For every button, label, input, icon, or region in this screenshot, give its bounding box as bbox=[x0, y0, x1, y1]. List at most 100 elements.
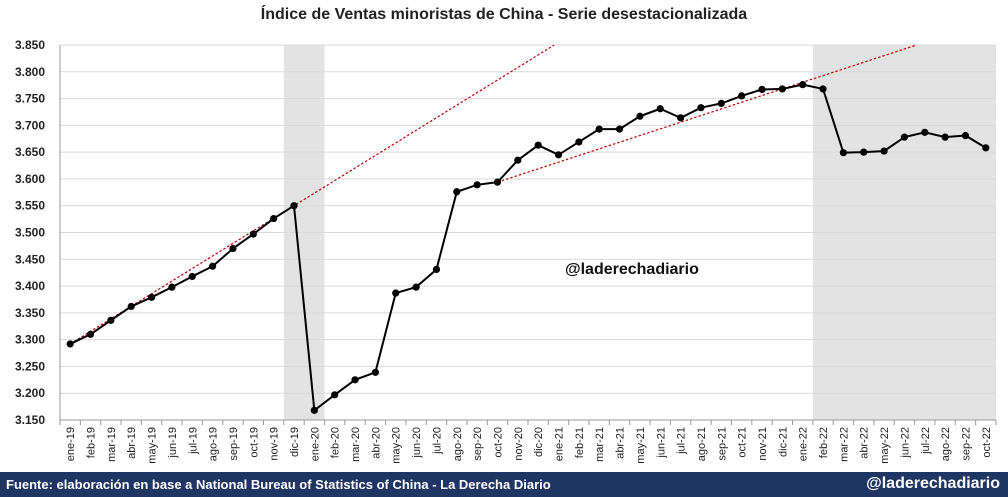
x-tick-label: oct-21 bbox=[737, 427, 749, 458]
x-tick-label: dic-19 bbox=[289, 427, 301, 457]
x-tick-label: dic-20 bbox=[533, 427, 545, 457]
x-tick-label: jun-19 bbox=[167, 427, 179, 459]
x-tick-label: mar-21 bbox=[594, 427, 606, 462]
x-tick-label: ene-22 bbox=[798, 427, 810, 461]
data-point bbox=[107, 316, 115, 324]
data-point bbox=[453, 188, 461, 196]
data-point bbox=[982, 144, 990, 152]
x-tick-label: jul-20 bbox=[431, 427, 443, 455]
x-tick-label: ago-21 bbox=[696, 427, 708, 461]
line-chart: 3.150 3.200 3.250 3.300 3.350 3.400 3.450 3.500… bbox=[15, 38, 997, 464]
y-tick-label: 3.600 bbox=[15, 172, 45, 186]
x-tick-label: ago-19 bbox=[208, 427, 220, 461]
y-tick-label: 3.250 bbox=[15, 359, 45, 373]
x-tick-label: may-19 bbox=[147, 427, 159, 464]
x-tick-label: jul-22 bbox=[920, 427, 932, 455]
data-point bbox=[921, 128, 929, 136]
y-tick-label: 3.800 bbox=[15, 65, 45, 79]
data-point bbox=[371, 368, 379, 376]
axes bbox=[59, 45, 997, 425]
y-tick-label: 3.850 bbox=[15, 38, 45, 52]
data-point bbox=[738, 92, 746, 100]
series-line bbox=[69, 83, 987, 412]
y-tick-label: 3.450 bbox=[15, 252, 45, 266]
data-point bbox=[717, 99, 725, 107]
x-tick-label: ene-21 bbox=[554, 427, 566, 461]
y-tick-label: 3.300 bbox=[15, 333, 45, 347]
data-point bbox=[677, 114, 685, 122]
x-tick-label: jul-19 bbox=[187, 427, 199, 455]
x-tick-label: feb-19 bbox=[86, 427, 98, 458]
data-point bbox=[554, 151, 563, 159]
y-tick-label: 3.550 bbox=[15, 199, 45, 213]
data-point bbox=[473, 181, 481, 189]
x-tick-label: feb-21 bbox=[574, 427, 586, 458]
x-tick-label: ene-20 bbox=[309, 427, 321, 461]
y-tick-label: 3.650 bbox=[15, 145, 45, 159]
data-point bbox=[127, 302, 135, 311]
data-point bbox=[656, 105, 664, 113]
data-point bbox=[900, 133, 909, 141]
x-tick-label: mar-20 bbox=[350, 427, 362, 462]
x-tick-label: may-22 bbox=[879, 427, 891, 464]
x-tick-label: feb-22 bbox=[818, 427, 830, 458]
series-line-0 bbox=[69, 83, 987, 412]
y-tick-label: 3.750 bbox=[15, 92, 45, 106]
x-tick-label: feb-20 bbox=[330, 427, 342, 458]
x-tick-label: nov-21 bbox=[757, 427, 769, 461]
x-tick-label: sep-20 bbox=[472, 427, 484, 461]
data-point bbox=[615, 125, 624, 133]
x-tick-label: abr-22 bbox=[859, 427, 871, 459]
data-point bbox=[249, 230, 257, 238]
data-point bbox=[860, 148, 868, 156]
data-point bbox=[270, 214, 278, 223]
x-tick-label: ago-22 bbox=[940, 427, 952, 461]
data-point bbox=[880, 147, 888, 155]
data-point bbox=[310, 406, 318, 414]
data-point bbox=[961, 131, 970, 140]
data-point bbox=[534, 141, 542, 149]
x-tick-label: jun-22 bbox=[899, 427, 911, 459]
x-tick-label: oct-22 bbox=[981, 427, 993, 458]
data-point bbox=[331, 391, 339, 399]
y-tick-label: 3.500 bbox=[15, 226, 45, 240]
data-point bbox=[147, 293, 156, 301]
data-point bbox=[412, 283, 420, 291]
x-tick-label: mar-22 bbox=[838, 427, 850, 462]
footer-handle: @laderechadiario bbox=[866, 475, 1000, 492]
data-point bbox=[493, 178, 502, 186]
data-point bbox=[819, 85, 827, 93]
trendline-1 bbox=[497, 44, 917, 183]
x-tick-labels: ene-19 feb-19 mar-19 abr-19 may-19 jun-19 jul-… bbox=[65, 427, 993, 464]
x-tick-label: jun-20 bbox=[411, 427, 423, 459]
data-point bbox=[168, 283, 176, 291]
data-point bbox=[392, 289, 400, 297]
x-tick-label: abr-20 bbox=[370, 427, 382, 459]
x-tick-label: nov-20 bbox=[513, 427, 525, 461]
data-point bbox=[839, 149, 847, 157]
x-tick-label: may-20 bbox=[391, 427, 403, 464]
trendlines bbox=[69, 44, 917, 345]
data-point bbox=[188, 272, 196, 281]
x-tick-label: jul-21 bbox=[676, 427, 688, 455]
y-tick-label: 3.400 bbox=[15, 279, 45, 293]
footer-bar: Fuente: elaboración en base a National B… bbox=[0, 472, 1008, 497]
y-tick-labels: 3.150 3.200 3.250 3.300 3.350 3.400 3.450 3.500… bbox=[15, 38, 45, 427]
chart-title: Índice de Ventas minoristas de China - S… bbox=[260, 6, 748, 23]
data-point bbox=[86, 330, 95, 338]
data-point bbox=[66, 340, 74, 348]
y-tick-label: 3.150 bbox=[15, 413, 45, 427]
data-point bbox=[575, 138, 583, 146]
x-tick-label: may-21 bbox=[635, 427, 647, 464]
x-tick-label: sep-22 bbox=[960, 427, 972, 461]
footer-source: Fuente: elaboración en base a National B… bbox=[6, 477, 551, 492]
y-tick-label: 3.200 bbox=[15, 386, 45, 400]
data-point bbox=[290, 202, 298, 210]
data-point bbox=[636, 112, 644, 120]
data-point bbox=[514, 156, 522, 164]
x-tick-label: mar-19 bbox=[106, 427, 118, 462]
gridlines bbox=[60, 44, 996, 421]
x-tick-label: ago-20 bbox=[452, 427, 464, 461]
data-point bbox=[758, 85, 766, 94]
x-tick-label: ene-19 bbox=[65, 427, 77, 461]
